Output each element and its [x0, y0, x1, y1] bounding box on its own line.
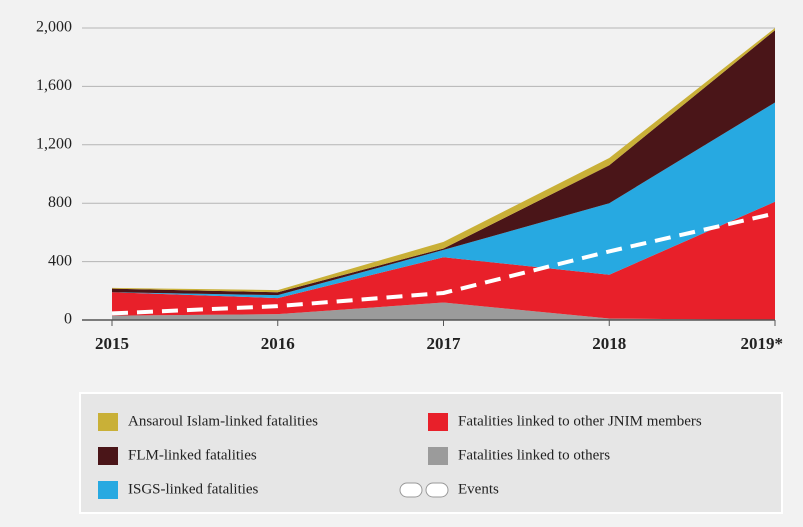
y-tick-label: 1,200 [36, 135, 72, 152]
legend-swatch [98, 481, 118, 499]
legend-label: Events [458, 481, 499, 497]
legend-swatch [98, 447, 118, 465]
events-line [111, 211, 776, 316]
legend-swatch [425, 482, 449, 498]
x-tick-label: 2017 [427, 334, 462, 353]
legend-swatch [98, 413, 118, 431]
area [112, 102, 775, 299]
y-tick-label: 800 [48, 194, 72, 211]
legend-swatch [428, 447, 448, 465]
x-tick-label: 2015 [95, 334, 129, 353]
area [112, 302, 775, 320]
y-tick-label: 1,600 [36, 77, 72, 94]
area [112, 30, 775, 296]
y-tick-label: 2,000 [36, 19, 72, 36]
legend-label: Fatalities linked to others [458, 447, 610, 463]
legend-swatch [428, 413, 448, 431]
legend-label: Fatalities linked to other JNIM members [458, 413, 702, 429]
legend-label: FLM-linked fatalities [128, 447, 257, 463]
y-tick-label: 0 [64, 311, 72, 328]
legend-label: Ansaroul Islam-linked fatalities [128, 413, 318, 429]
legend-swatch [399, 482, 423, 498]
x-tick-label: 2016 [261, 334, 295, 353]
area [112, 201, 775, 320]
y-tick-label: 400 [48, 252, 72, 269]
legend-label: ISGS-linked fatalities [128, 481, 259, 497]
x-tick-label: 2019* [741, 334, 784, 353]
x-tick-label: 2018 [592, 334, 626, 353]
